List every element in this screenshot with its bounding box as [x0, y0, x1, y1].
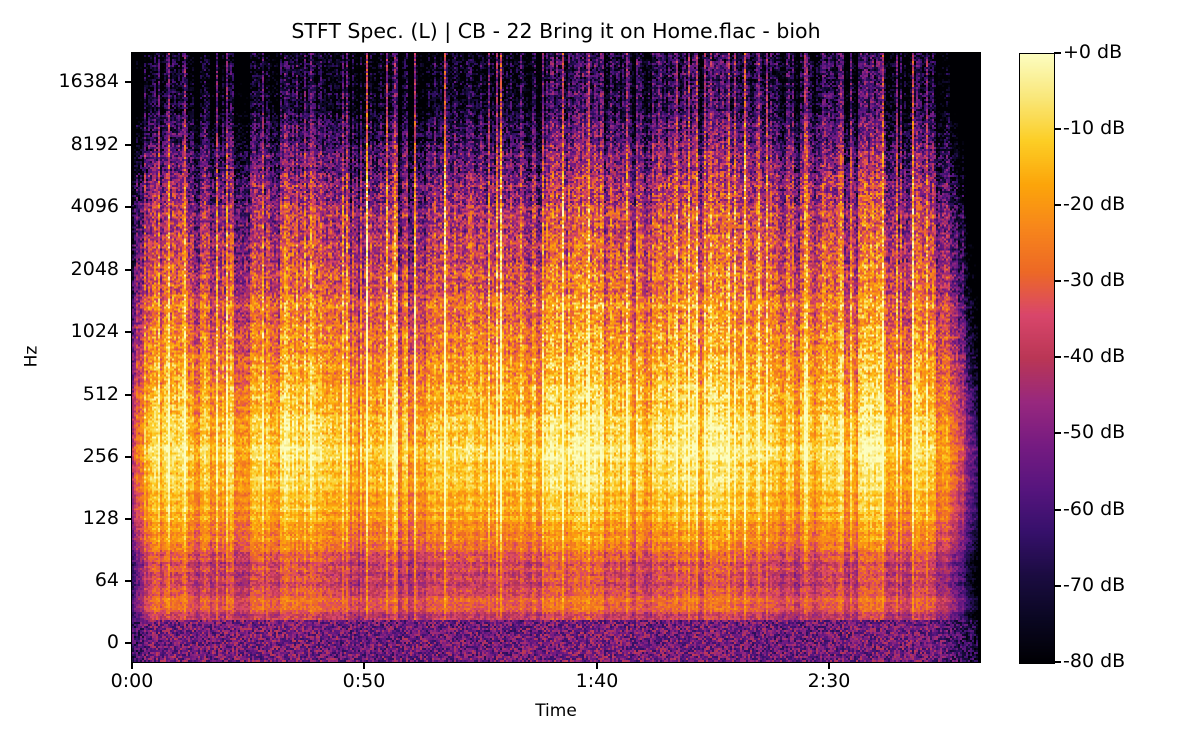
- colorbar-tick-label: -10 dB: [1063, 117, 1126, 139]
- colorbar-tick-label: -40 dB: [1063, 345, 1126, 367]
- spectrogram-plot-area[interactable]: [132, 53, 980, 662]
- colorbar-tick-mark: [1054, 585, 1061, 587]
- colorbar-tick-mark: [1054, 204, 1061, 206]
- colorbar-tick-mark: [1054, 661, 1061, 663]
- y-tick-mark: [125, 580, 132, 582]
- y-tick-mark: [125, 206, 132, 208]
- colorbar-tick-mark: [1054, 509, 1061, 511]
- x-tick-mark: [131, 662, 133, 669]
- y-tick-mark: [125, 518, 132, 520]
- y-tick-mark: [125, 144, 132, 146]
- y-tick-label: 2048: [70, 258, 119, 280]
- colorbar-tick-label: +0 dB: [1063, 41, 1123, 63]
- x-tick-label: 1:40: [575, 670, 619, 692]
- colorbar-gradient: [1020, 54, 1054, 663]
- x-tick-mark: [363, 662, 365, 669]
- x-tick-mark: [596, 662, 598, 669]
- page-title: STFT Spec. (L) | CB - 22 Bring it on Hom…: [291, 19, 821, 43]
- colorbar-tick-label: -50 dB: [1063, 421, 1126, 443]
- colorbar-tick-label: -80 dB: [1063, 650, 1126, 672]
- y-tick-label: 128: [82, 507, 119, 529]
- y-tick-label: 256: [82, 445, 119, 467]
- spectrogram-image: [132, 53, 980, 662]
- colorbar-tick-mark: [1054, 432, 1061, 434]
- x-tick-label: 2:30: [807, 670, 851, 692]
- y-tick-mark: [125, 394, 132, 396]
- y-tick-label: 512: [82, 383, 119, 405]
- y-tick-mark: [125, 269, 132, 271]
- colorbar-tick-mark: [1054, 356, 1061, 358]
- x-tick-label: 0:00: [110, 670, 154, 692]
- y-tick-label: 0: [106, 631, 119, 653]
- colorbar-tick-mark: [1054, 128, 1061, 130]
- y-tick-label: 64: [94, 569, 119, 591]
- y-tick-mark: [125, 81, 132, 83]
- y-tick-label: 4096: [70, 195, 119, 217]
- y-tick-label: 16384: [58, 70, 119, 92]
- x-tick-label: 0:50: [342, 670, 386, 692]
- colorbar-tick-label: -70 dB: [1063, 574, 1126, 596]
- colorbar-tick-mark: [1054, 280, 1061, 282]
- y-tick-mark: [125, 642, 132, 644]
- y-tick-label: 1024: [70, 320, 119, 342]
- y-tick-mark: [125, 456, 132, 458]
- colorbar-tick-label: -30 dB: [1063, 269, 1126, 291]
- colorbar[interactable]: [1019, 53, 1055, 664]
- x-axis-label: Time: [535, 701, 577, 721]
- colorbar-tick-label: -60 dB: [1063, 498, 1126, 520]
- colorbar-tick-mark: [1054, 52, 1061, 54]
- colorbar-tick-label: -20 dB: [1063, 193, 1126, 215]
- x-tick-mark: [828, 662, 830, 669]
- y-tick-label: 8192: [70, 133, 119, 155]
- y-tick-mark: [125, 331, 132, 333]
